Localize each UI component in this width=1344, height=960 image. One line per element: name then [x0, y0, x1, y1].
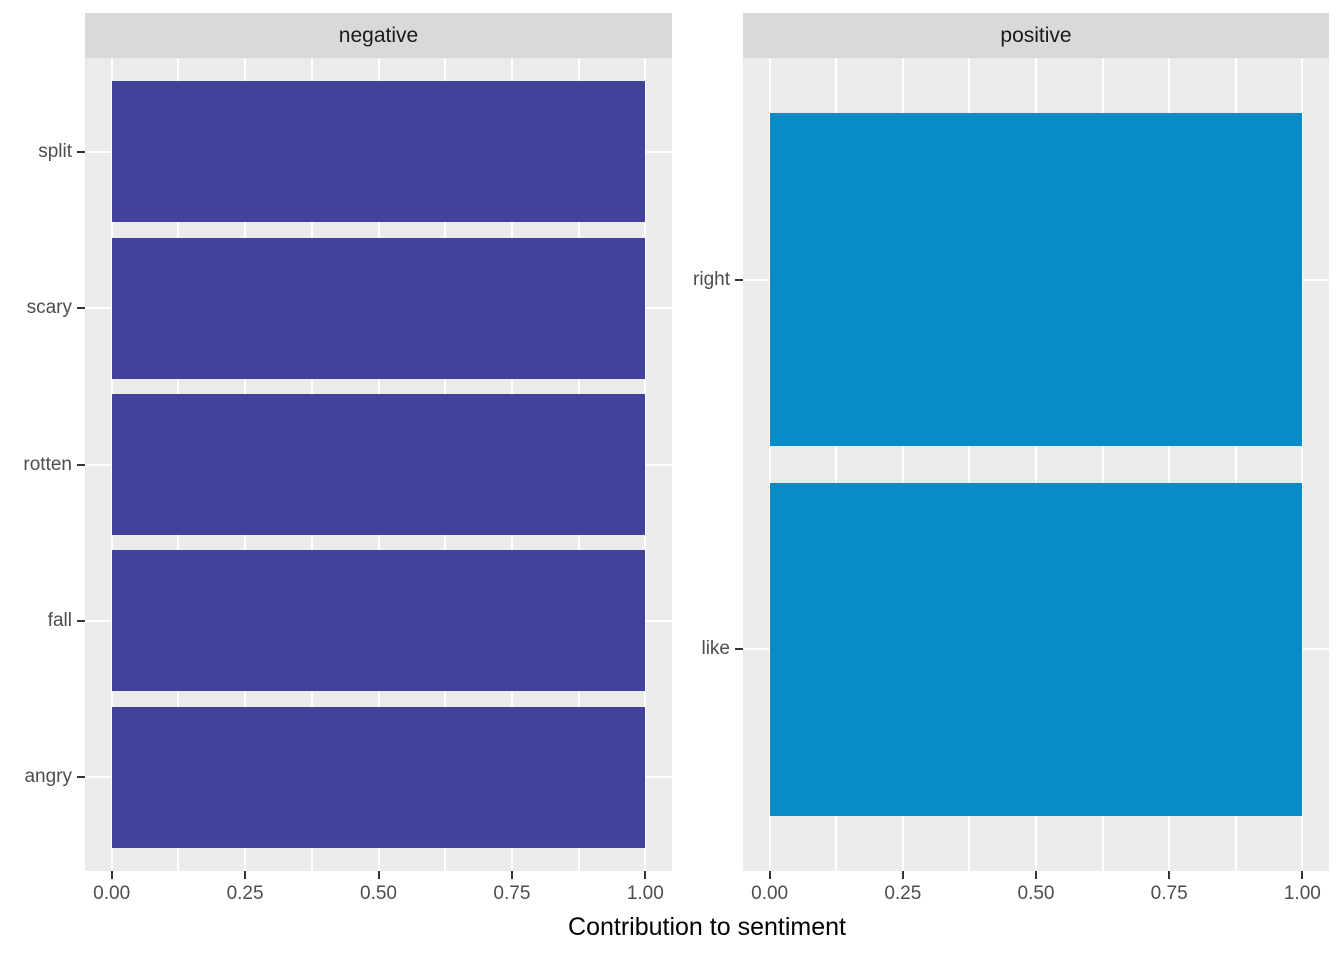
facet-panel [743, 58, 1329, 871]
facet-strip-label: negative [338, 23, 419, 47]
bar [111, 550, 646, 692]
x-axis-label: 1.00 [1283, 883, 1321, 904]
facet-strip-label: positive [1000, 23, 1072, 47]
major-gridline [1168, 58, 1171, 871]
x-axis-tick [1168, 871, 1171, 879]
x-axis-label: 0.25 [884, 883, 922, 904]
y-axis-label: angry [24, 766, 72, 788]
bar [111, 237, 646, 379]
x-axis-label: 1.00 [626, 883, 664, 904]
y-axis-tick [77, 619, 85, 622]
bar [769, 113, 1303, 446]
y-axis-label: right [693, 268, 730, 290]
minor-gridline [1234, 58, 1237, 871]
x-axis-tick [510, 871, 513, 879]
major-gridline [901, 58, 904, 871]
bar [111, 81, 646, 223]
x-axis-label: 0.25 [226, 883, 264, 904]
x-axis-label: 0.00 [93, 883, 131, 904]
facet-panel [85, 58, 672, 871]
x-axis-label: 0.75 [1150, 883, 1188, 904]
bar [111, 706, 646, 848]
minor-gridline [1101, 58, 1104, 871]
y-axis-label: like [701, 638, 730, 660]
x-axis-tick [644, 871, 647, 879]
y-axis-label: fall [47, 609, 72, 631]
x-axis-label: 0.75 [493, 883, 531, 904]
x-axis-tick [901, 871, 904, 879]
y-axis-tick [735, 278, 743, 281]
x-axis-label: 0.00 [751, 883, 789, 904]
x-axis-title: Contribution to sentiment [568, 913, 846, 941]
x-axis-tick [1301, 871, 1304, 879]
y-axis-tick [77, 150, 85, 153]
x-axis-tick [377, 871, 380, 879]
x-axis-tick [768, 871, 771, 879]
major-gridline [768, 58, 771, 871]
x-axis-label: 0.50 [1017, 883, 1055, 904]
bar [769, 482, 1303, 816]
x-axis-tick [110, 871, 113, 879]
y-axis-tick [77, 463, 85, 466]
facet-strip: positive [743, 13, 1329, 58]
y-axis-tick [77, 307, 85, 310]
y-axis-label: scary [26, 297, 72, 319]
major-gridline [1035, 58, 1037, 871]
facet-strip: negative [85, 13, 672, 58]
y-axis-label: split [38, 140, 72, 162]
x-axis-label: 0.50 [360, 883, 397, 904]
major-gridline [1301, 58, 1304, 871]
y-axis-label: rotten [23, 453, 72, 475]
minor-gridline [968, 58, 971, 871]
x-axis-tick [1035, 871, 1037, 879]
y-axis-tick [735, 648, 743, 651]
y-axis-tick [77, 776, 85, 779]
x-axis-tick [244, 871, 247, 879]
minor-gridline [835, 58, 838, 871]
bar [111, 394, 646, 535]
